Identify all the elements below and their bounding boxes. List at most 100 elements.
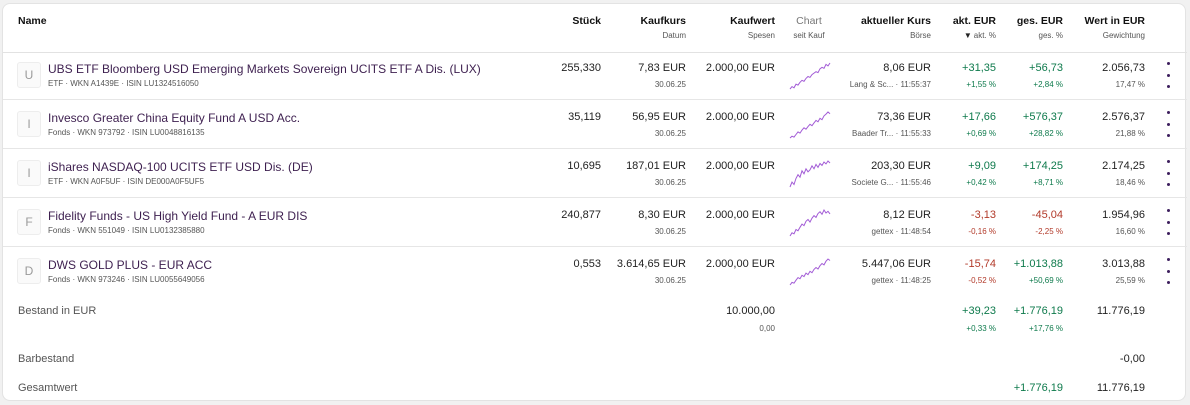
- gewichtung-value: 17,47 %: [1115, 80, 1145, 89]
- gewichtung-value: 16,60 %: [1115, 227, 1145, 236]
- asset-name-link[interactable]: iShares NASDAQ-100 UCITS ETF USD Dis. (D…: [48, 160, 313, 174]
- sparkline-path: [789, 258, 831, 286]
- akt-pct-value: +0,42 %: [966, 178, 996, 187]
- wert-value: 1.954,96: [1102, 209, 1145, 221]
- asset-logo-placeholder: D: [17, 258, 41, 284]
- stueck-value: 10,695: [567, 160, 601, 172]
- ges-pct-value: +28,82 %: [1028, 129, 1063, 138]
- more-options-icon[interactable]: [1163, 258, 1173, 284]
- sparkline-chart: [789, 111, 831, 139]
- bestand-wert: 11.776,19: [1096, 305, 1145, 317]
- col-kaufkurs[interactable]: Kaufkurs Datum: [640, 15, 686, 40]
- col-wert[interactable]: Wert in EUR Gewichtung: [1084, 15, 1145, 40]
- more-options-icon[interactable]: [1163, 209, 1173, 235]
- kurs-value: 8,06 EUR: [883, 62, 931, 74]
- col-stueck[interactable]: Stück: [572, 15, 601, 27]
- wert-value: 2.174,25: [1102, 160, 1145, 172]
- sparkline-chart: [789, 160, 831, 188]
- gewichtung-value: 18,46 %: [1115, 178, 1145, 187]
- position-row[interactable]: I Invesco Greater China Equity Fund A US…: [3, 101, 1187, 149]
- stueck-value: 255,330: [561, 62, 601, 74]
- akt-eur-value: -15,74: [964, 258, 996, 270]
- sparkline-path: [789, 62, 831, 90]
- akt-eur-value: -3,13: [970, 209, 996, 221]
- akt-pct-value: +0,69 %: [966, 129, 996, 138]
- asset-logo-placeholder: I: [17, 160, 41, 186]
- barbestand-wert: -0,00: [1119, 353, 1145, 365]
- ges-eur-value: +56,73: [1029, 62, 1063, 74]
- asset-identifiers: Fonds · WKN 551049 · ISIN LU0132385880: [48, 226, 205, 235]
- asset-name-link[interactable]: Invesco Greater China Equity Fund A USD …: [48, 111, 301, 125]
- boerse-value: Societe G... · 11:55:46: [851, 178, 931, 187]
- bestand-akt-eur: +39,23: [962, 305, 996, 317]
- kurs-value: 5.447,06 EUR: [861, 258, 931, 270]
- col-name[interactable]: Name: [18, 15, 47, 27]
- kaufkurs-value: 8,30 EUR: [638, 209, 686, 221]
- gesamtwert-wert: 11.776,19: [1096, 382, 1145, 394]
- barbestand-label: Barbestand: [18, 353, 75, 365]
- wert-value: 2.576,37: [1102, 111, 1145, 123]
- kaufwert-value: 2.000,00 EUR: [705, 111, 775, 123]
- stueck-value: 240,877: [561, 209, 601, 221]
- kaufwert-value: 2.000,00 EUR: [705, 209, 775, 221]
- boerse-value: Lang & Sc... · 11:55:37: [849, 80, 931, 89]
- asset-name-link[interactable]: Fidelity Funds - US High Yield Fund - A …: [48, 209, 308, 223]
- portfolio-table: Name Stück Kaufkurs Datum Kaufwert Spese…: [2, 3, 1187, 401]
- boerse-value: gettex · 11:48:25: [871, 276, 931, 285]
- sort-chevron-down-icon: ▼: [963, 31, 972, 40]
- akt-eur-value: +31,35: [962, 62, 996, 74]
- kurs-value: 8,12 EUR: [883, 209, 931, 221]
- asset-identifiers: ETF · WKN A1439E · ISIN LU1324516050: [48, 79, 199, 88]
- asset-logo-placeholder: U: [17, 62, 41, 88]
- kaufdatum-value: 30.06.25: [654, 129, 686, 138]
- akt-pct-value: -0,16 %: [968, 227, 996, 236]
- kaufwert-value: 2.000,00 EUR: [705, 160, 775, 172]
- more-options-icon[interactable]: [1163, 160, 1173, 186]
- akt-eur-value: +17,66: [962, 111, 996, 123]
- position-row[interactable]: D DWS GOLD PLUS - EUR ACC Fonds · WKN 97…: [3, 248, 1187, 296]
- gewichtung-value: 21,88 %: [1115, 129, 1145, 138]
- position-row[interactable]: F Fidelity Funds - US High Yield Fund - …: [3, 199, 1187, 247]
- col-ges[interactable]: ges. EUR ges. %: [1016, 15, 1063, 40]
- sparkline-chart: [789, 208, 831, 237]
- col-kurs[interactable]: aktueller Kurs Börse: [860, 15, 931, 40]
- asset-logo-placeholder: I: [17, 111, 41, 137]
- kaufkurs-value: 187,01 EUR: [626, 160, 686, 172]
- ges-pct-value: +50,69 %: [1028, 276, 1063, 285]
- kaufdatum-value: 30.06.25: [654, 178, 686, 187]
- asset-name-link[interactable]: DWS GOLD PLUS - EUR ACC: [48, 258, 213, 272]
- bestand-kaufwert: 10.000,00: [726, 305, 775, 317]
- ges-eur-value: +174,25: [1022, 160, 1063, 172]
- sparkline-path: [789, 208, 831, 237]
- more-options-icon[interactable]: [1163, 111, 1173, 137]
- asset-identifiers: ETF · WKN A0F5UF · ISIN DE000A0F5UF5: [48, 177, 205, 186]
- ges-pct-value: -2,25 %: [1035, 227, 1063, 236]
- kaufkurs-value: 7,83 EUR: [638, 62, 686, 74]
- bestand-ges-pct: +17,76 %: [1028, 324, 1063, 333]
- boerse-value: gettex · 11:48:54: [871, 227, 931, 236]
- bestand-ges-eur: +1.776,19: [1013, 305, 1063, 317]
- position-row[interactable]: U UBS ETF Bloomberg USD Emerging Markets…: [3, 52, 1187, 100]
- ges-eur-value: +1.013,88: [1013, 258, 1063, 270]
- asset-name-link[interactable]: UBS ETF Bloomberg USD Emerging Markets S…: [48, 62, 481, 76]
- more-options-icon[interactable]: [1163, 62, 1173, 88]
- asset-identifiers: Fonds · WKN 973792 · ISIN LU0048816135: [48, 128, 205, 137]
- asset-logo-placeholder: F: [17, 209, 41, 235]
- kaufkurs-value: 56,95 EUR: [632, 111, 686, 123]
- sparkline-chart: [789, 62, 831, 90]
- wert-value: 3.013,88: [1102, 258, 1145, 270]
- table-header: Name Stück Kaufkurs Datum Kaufwert Spese…: [3, 4, 1187, 53]
- akt-pct-value: +1,55 %: [966, 80, 996, 89]
- col-kaufwert[interactable]: Kaufwert Spesen: [730, 15, 775, 40]
- kaufkurs-value: 3.614,65 EUR: [616, 258, 686, 270]
- kaufdatum-value: 30.06.25: [654, 227, 686, 236]
- ges-pct-value: +2,84 %: [1033, 80, 1063, 89]
- akt-eur-value: +9,09: [968, 160, 996, 172]
- gesamtwert-label: Gesamtwert: [18, 382, 78, 394]
- ges-pct-value: +8,71 %: [1033, 178, 1063, 187]
- stueck-value: 0,553: [573, 258, 601, 270]
- col-akt[interactable]: akt. EUR ▼ akt. %: [952, 15, 996, 40]
- position-row[interactable]: I iShares NASDAQ-100 UCITS ETF USD Dis. …: [3, 150, 1187, 198]
- kaufwert-value: 2.000,00 EUR: [705, 258, 775, 270]
- kaufdatum-value: 30.06.25: [654, 80, 686, 89]
